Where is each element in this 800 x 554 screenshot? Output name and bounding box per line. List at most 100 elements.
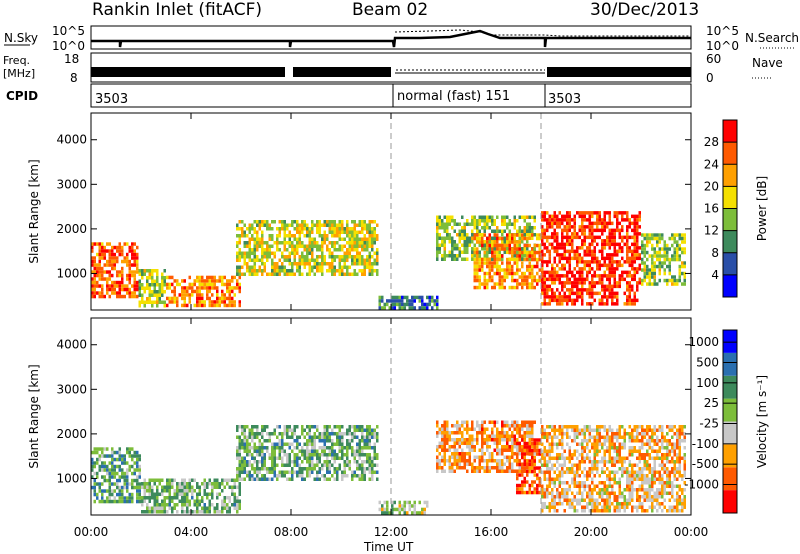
heatmap-cell — [456, 257, 459, 261]
heatmap-cell — [296, 442, 299, 446]
heatmap-cell — [168, 478, 171, 482]
heatmap-cell — [551, 221, 554, 226]
heatmap-cell — [363, 258, 366, 262]
heatmap-cell — [331, 255, 334, 259]
heatmap-cell — [361, 220, 364, 224]
heatmap-cell — [591, 277, 594, 282]
heatmap-cell — [501, 261, 504, 265]
heatmap-cell — [183, 286, 186, 290]
heatmap-cell — [328, 453, 331, 457]
colorbar-segment — [723, 252, 737, 275]
heatmap-cell — [601, 256, 604, 261]
heatmap-cell — [238, 456, 241, 460]
heatmap-cell — [613, 284, 616, 289]
heatmap-cell — [568, 267, 571, 271]
heatmap-cell — [561, 221, 564, 226]
heatmap-cell — [616, 221, 619, 226]
heatmap-cell — [156, 304, 159, 308]
heatmap-cell — [336, 439, 339, 443]
heatmap-cell — [161, 276, 164, 280]
heatmap-cell — [223, 300, 226, 304]
heatmap-cell — [148, 293, 151, 297]
heatmap-cell — [523, 480, 526, 484]
heatmap-cell — [108, 256, 111, 260]
heatmap-cell — [396, 507, 399, 512]
heatmap-cell — [318, 220, 321, 224]
heatmap-cell — [551, 242, 554, 247]
heatmap-cell — [398, 306, 401, 310]
heatmap-cell — [356, 230, 359, 234]
heatmap-cell — [646, 240, 649, 244]
heatmap-cell — [601, 456, 604, 460]
heatmap-cell — [573, 425, 576, 429]
heatmap-cell — [153, 496, 156, 500]
heatmap-cell — [198, 282, 201, 287]
heatmap-cell — [348, 230, 351, 234]
heatmap-cell — [568, 435, 571, 439]
heatmap-cell — [333, 220, 336, 224]
heatmap-cell — [461, 438, 464, 442]
heatmap-cell — [546, 239, 549, 243]
heatmap-cell — [123, 485, 126, 490]
heatmap-cell — [91, 263, 94, 267]
heatmap-cell — [173, 289, 176, 294]
heatmap-cell — [251, 265, 254, 269]
heatmap-cell — [588, 288, 591, 292]
heatmap-cell — [436, 431, 439, 435]
heatmap-cell — [641, 282, 644, 286]
heatmap-cell — [388, 299, 391, 303]
heatmap-cell — [626, 239, 629, 243]
heatmap-cell — [366, 248, 369, 252]
heatmap-cell — [293, 237, 296, 241]
heatmap-cell — [618, 435, 621, 439]
heatmap-cell — [573, 474, 576, 478]
heatmap-cell — [363, 439, 366, 443]
heatmap-cell — [561, 242, 564, 247]
heatmap-cell — [608, 281, 611, 285]
heatmap-cell — [483, 247, 486, 251]
heatmap-cell — [658, 250, 661, 255]
heatmap-cell — [603, 263, 606, 268]
heatmap-cell — [503, 240, 506, 244]
heatmap-cell — [481, 268, 484, 272]
heatmap-cell — [556, 263, 559, 268]
heatmap-cell — [116, 478, 119, 483]
heatmap-cell — [276, 425, 279, 429]
heatmap-cell — [586, 277, 589, 282]
heatmap-cell — [278, 456, 281, 460]
heatmap-cell — [123, 471, 126, 476]
heatmap-cell — [118, 249, 121, 253]
heatmap-cell — [673, 247, 676, 251]
heatmap-cell — [341, 453, 344, 457]
heatmap-cell — [308, 248, 311, 252]
heatmap-cell — [243, 234, 246, 238]
heatmap-cell — [531, 236, 534, 240]
heatmap-cell — [196, 303, 199, 308]
heatmap-cell — [121, 287, 124, 292]
heatmap-cell — [111, 468, 114, 472]
heatmap-cell — [263, 220, 266, 224]
heatmap-cell — [596, 256, 599, 261]
heatmap-cell — [396, 299, 399, 303]
heatmap-cell — [316, 269, 319, 273]
heatmap-cell — [226, 296, 229, 301]
heatmap-cell — [528, 264, 531, 269]
heatmap-cell — [558, 246, 561, 250]
heatmap-cell — [118, 294, 121, 299]
heatmap-cell — [501, 438, 504, 442]
heatmap-cell — [436, 466, 439, 470]
heatmap-cell — [541, 288, 544, 292]
heatmap-cell — [373, 432, 376, 436]
heatmap-cell — [478, 459, 481, 463]
heatmap-cell — [493, 264, 496, 269]
heatmap-cell — [256, 435, 259, 439]
heatmap-cell — [551, 298, 554, 303]
heatmap-cell — [436, 445, 439, 449]
heatmap-cell — [361, 435, 364, 439]
heatmap-cell — [146, 300, 149, 304]
heatmap-cell — [608, 509, 611, 513]
heatmap-cell — [453, 455, 456, 459]
heatmap-cell — [98, 489, 101, 493]
heatmap-cell — [496, 448, 499, 452]
heatmap-cell — [601, 298, 604, 303]
